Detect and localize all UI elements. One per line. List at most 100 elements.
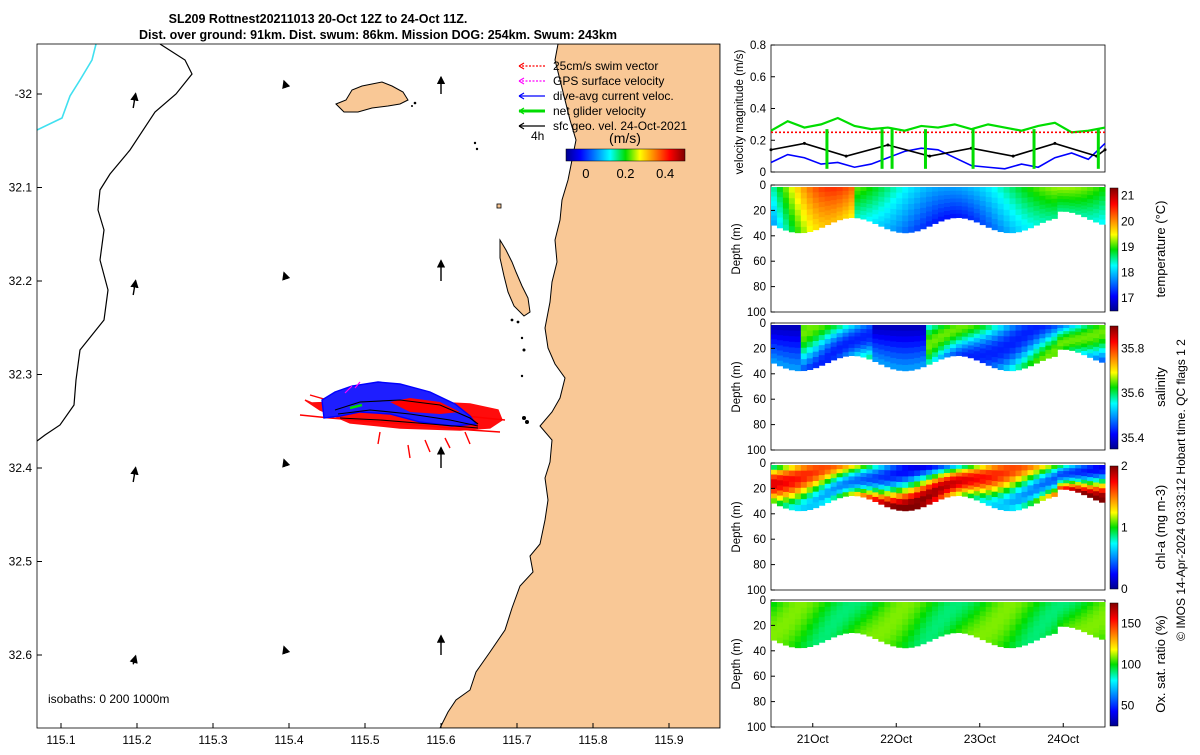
section-cell [896, 504, 903, 511]
section-cell [896, 341, 903, 349]
section-cell [1039, 606, 1046, 612]
section-cell [860, 614, 867, 619]
section-cell [1081, 343, 1088, 348]
section-cell [943, 340, 951, 346]
colorbar-unit: (m/s) [609, 130, 641, 146]
section-cell [943, 214, 951, 220]
section-cell [788, 470, 796, 477]
section-cell [932, 347, 939, 353]
section-cell [1099, 352, 1106, 359]
section-cell [967, 614, 975, 619]
section-cell [872, 474, 879, 480]
section-cell [908, 198, 915, 205]
section-cell [776, 465, 784, 471]
section-cell [932, 633, 939, 639]
section-cell [878, 602, 885, 608]
section-cell [1075, 482, 1082, 486]
section-cell [800, 470, 808, 477]
section-cell [794, 482, 802, 489]
section-cell [812, 502, 820, 509]
section-cell [1099, 205, 1106, 211]
section-cell [932, 487, 939, 493]
section-cell [967, 485, 975, 491]
section-cell [1069, 206, 1076, 210]
section-cell [788, 504, 796, 511]
section-cell [788, 330, 796, 337]
section-cells [771, 465, 1106, 512]
section-cell [824, 611, 832, 617]
section-cell [890, 208, 897, 215]
section-cell [908, 476, 915, 483]
section-cell [991, 362, 999, 369]
section-cell [1099, 469, 1106, 475]
section-cell [932, 352, 939, 358]
section-cell [794, 347, 802, 355]
section-cell [878, 474, 885, 481]
section-cbar-tick-label: 18 [1121, 266, 1135, 280]
section-cell [1093, 486, 1100, 492]
section-cell [1075, 605, 1082, 610]
section-cell [800, 624, 808, 631]
section-cell [926, 221, 933, 227]
velocity-y-tick-label: 0.4 [750, 104, 767, 116]
section-cell [842, 198, 850, 204]
section-cell [955, 617, 963, 622]
section-cell [776, 197, 784, 203]
section-cell [1081, 332, 1088, 337]
section-cell [794, 198, 802, 205]
section-cell [1093, 342, 1100, 348]
section-cell [806, 607, 814, 614]
section-cell [961, 202, 969, 207]
section-cell [830, 632, 838, 638]
section-cell [794, 504, 802, 512]
section-cell [842, 480, 850, 485]
section-cell [884, 207, 891, 214]
section-cell [1099, 602, 1106, 608]
section-cell [860, 465, 867, 470]
section-cell [890, 629, 897, 636]
section-cell [824, 479, 832, 485]
section-cell [854, 484, 861, 489]
section-cell [1075, 193, 1082, 198]
isobaths-label: isobaths: 0 200 1000m [48, 692, 169, 706]
section-cell [938, 203, 945, 209]
section-cell [932, 496, 939, 502]
section-cell [949, 190, 957, 196]
section-cell [926, 474, 933, 481]
section-cell [842, 344, 850, 349]
section-cell [788, 203, 796, 210]
section-cell [997, 209, 1005, 216]
section-cell [812, 335, 820, 342]
section-cell [949, 198, 957, 203]
skerry-dots [411, 101, 529, 424]
section-cell [771, 474, 778, 480]
map-x-tick-label: 115.4 [274, 733, 303, 747]
section-cell [920, 345, 927, 352]
net-velocity-marks [349, 403, 363, 410]
section-cell [830, 200, 838, 205]
speed-colorbar-ticks: 0 0.2 0.4 [582, 166, 674, 181]
section-cell [1015, 364, 1022, 371]
velocity-point [1103, 148, 1107, 152]
section-cell [830, 602, 838, 607]
section-cell [1015, 358, 1022, 365]
section-cell [1075, 485, 1082, 490]
section-cell [1027, 495, 1034, 502]
section-cell [854, 340, 861, 345]
map-x-tick-label: 115.7 [502, 733, 531, 747]
section-cell [896, 330, 903, 337]
section-cell [1087, 341, 1094, 346]
section-cell [878, 621, 885, 628]
section-cell [854, 476, 861, 481]
section-cell [949, 344, 957, 349]
section-cell [896, 602, 903, 609]
section-cell [824, 497, 832, 504]
section-cell [985, 192, 993, 198]
section-cell [830, 333, 838, 339]
section-cell [872, 633, 879, 639]
section-cell [818, 355, 826, 361]
section-cell [1045, 493, 1052, 499]
section-cell [771, 206, 778, 212]
section-cell [860, 203, 867, 208]
